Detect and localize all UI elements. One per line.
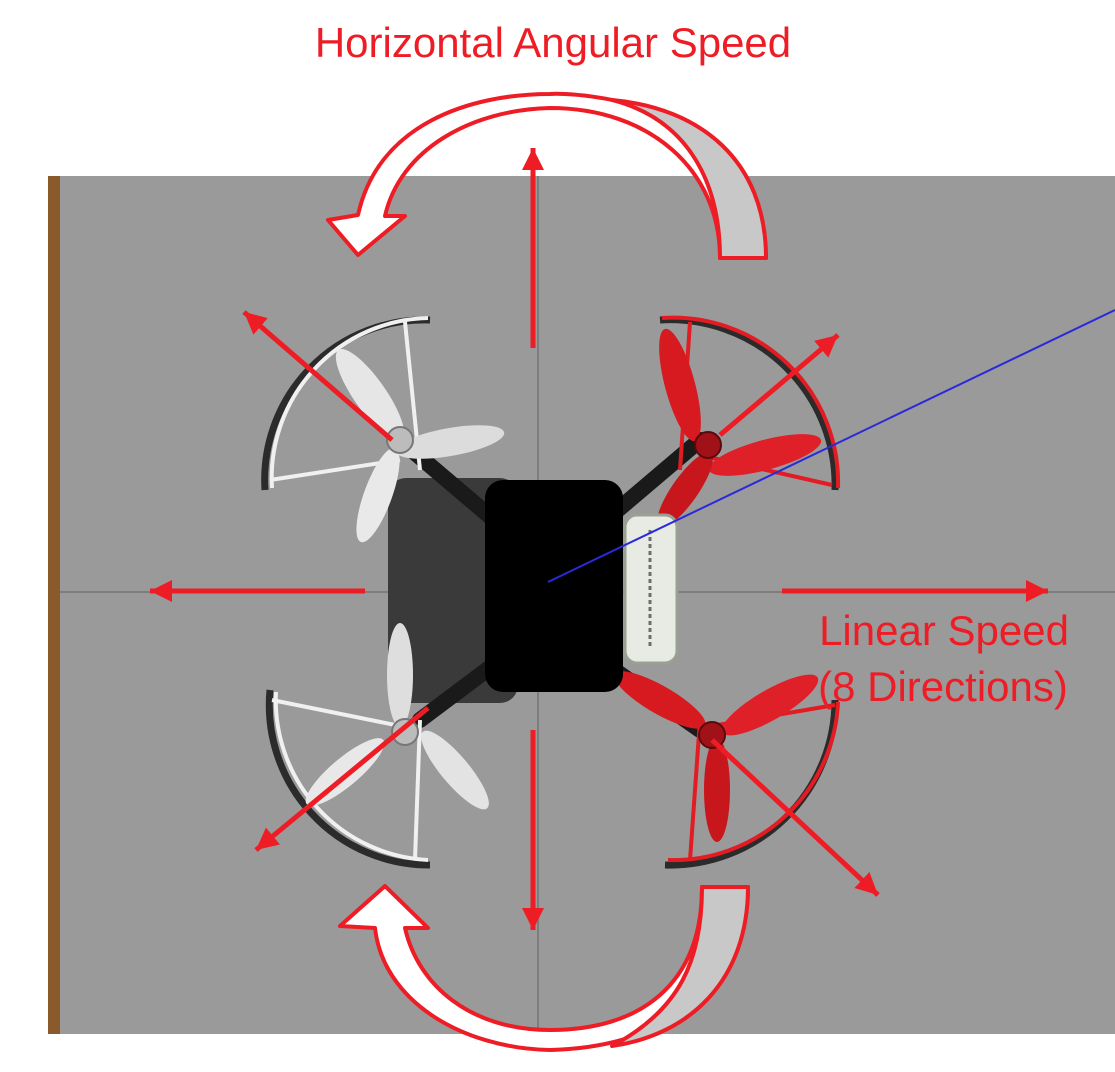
- arrow-front-right-icon: [718, 333, 840, 437]
- rotor-rear-left: [265, 623, 489, 869]
- arrow-rear-left-icon: [254, 706, 430, 852]
- rotor-front-right: [657, 315, 841, 528]
- arrow-front-left-icon: [242, 310, 394, 442]
- drone-body: [485, 480, 623, 692]
- rotor-rear-right: [614, 671, 840, 869]
- curved-rotation-arrow-bottom-icon: [338, 884, 750, 1052]
- linear-speed-directions-label: (8 Directions): [818, 663, 1068, 710]
- arrow-rear-right-icon: [710, 738, 880, 897]
- curved-rotation-arrow-top-icon: [326, 91, 768, 260]
- floor-edge: [48, 176, 60, 1034]
- angular-speed-label: Horizontal Angular Speed: [315, 19, 791, 66]
- linear-direction-arrows: [150, 148, 1048, 930]
- sensor-ray-line: [547, 309, 1115, 583]
- linear-speed-label: Linear Speed: [819, 607, 1069, 654]
